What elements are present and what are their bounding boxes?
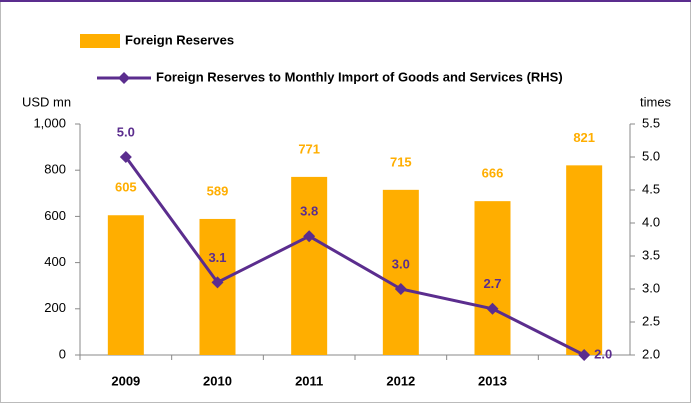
bar-value-label: 771 [298, 141, 320, 156]
line [124, 156, 585, 357]
x-tick-label: 2013 [478, 373, 507, 388]
y-tick-label: 0 [59, 346, 66, 361]
bar [291, 176, 328, 355]
y-tick-label: 400 [44, 254, 66, 269]
x-tick-label: 2012 [386, 373, 415, 388]
x-tick-label: 2011 [295, 373, 323, 388]
line-value-label: 3.1 [208, 250, 226, 265]
line-marker [119, 151, 132, 163]
legend-swatch [80, 34, 120, 48]
y2-tick-label: 2.5 [642, 313, 660, 328]
y2-tick-label: 5.0 [642, 148, 660, 163]
y2-tick-label: 3.0 [642, 280, 660, 295]
bar [382, 189, 419, 355]
bar [474, 201, 511, 355]
bar [107, 215, 144, 355]
line-value-label: 3.8 [300, 204, 318, 219]
y-axis-title: USD mn [22, 94, 71, 109]
line-marker [578, 349, 591, 361]
y2-tick-label: 2.0 [642, 346, 660, 361]
bar-value-label: 605 [115, 180, 137, 195]
bar [566, 165, 603, 355]
line-marker [303, 230, 316, 243]
line-marker [486, 302, 499, 315]
y-tick-label: 1,000 [33, 115, 66, 130]
y-tick-label: 800 [44, 162, 66, 177]
line-value-label: 2.0 [594, 346, 612, 361]
bar-value-label: 821 [573, 130, 595, 145]
x-tick-label: 2010 [203, 373, 232, 388]
bar-value-label: 715 [390, 154, 412, 169]
legend-marker [118, 72, 130, 84]
line-marker [394, 283, 407, 295]
y2-tick-label: 4.5 [642, 181, 660, 196]
y2-tick-label: 3.5 [642, 247, 660, 262]
line-marker [211, 276, 224, 289]
line-value-label: 5.0 [117, 124, 135, 139]
line-value-label: 3.0 [392, 256, 410, 271]
bar-value-label: 666 [482, 166, 504, 181]
line-value-label: 2.7 [483, 276, 501, 291]
y2-axis-title: times [640, 94, 672, 109]
x-tick-label: 2009 [111, 373, 140, 388]
y-tick-label: 200 [44, 300, 66, 315]
y2-tick-label: 5.5 [642, 115, 660, 130]
legend-label: Foreign Reserves [125, 32, 234, 47]
legend-label: Foreign Reserves to Monthly Import of Go… [156, 69, 563, 84]
y2-tick-label: 4.0 [642, 214, 660, 229]
bar-value-label: 589 [207, 183, 229, 198]
y-tick-label: 600 [44, 208, 66, 223]
